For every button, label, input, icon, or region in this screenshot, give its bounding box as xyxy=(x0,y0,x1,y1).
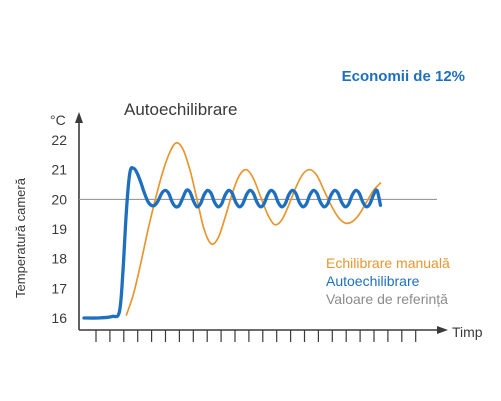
series-line-auto xyxy=(82,166,383,320)
y-tick-label: 22 xyxy=(51,132,67,148)
x-axis-arrow xyxy=(437,326,448,334)
y-tick-label: 21 xyxy=(51,162,67,178)
chart-title: Autoechilibrare xyxy=(124,100,237,119)
y-axis-label: Temperatură cameră xyxy=(13,177,28,298)
x-axis-label: Timp xyxy=(452,324,483,340)
y-unit-label: °C xyxy=(50,112,66,128)
series-layer xyxy=(82,141,383,320)
y-axis-arrow xyxy=(75,112,83,123)
legend-label-auto: Autoechilibrare xyxy=(326,273,420,289)
y-tick-label: 16 xyxy=(51,310,67,326)
y-tick-label: 20 xyxy=(51,191,67,207)
y-tick-label: 19 xyxy=(51,221,67,237)
legend-label-reference: Valoare de referință xyxy=(326,291,448,307)
series-line-manual xyxy=(125,141,382,316)
legend: Echilibrare manuală Autoechilibrare Valoar… xyxy=(326,255,450,307)
y-tick-label: 17 xyxy=(51,280,67,296)
y-tick-label: 18 xyxy=(51,251,67,267)
headline: Economii de 12% xyxy=(342,68,465,85)
axes: 22 21 20 19 18 17 16 xyxy=(51,112,448,342)
legend-label-manual: Echilibrare manuală xyxy=(326,255,450,271)
